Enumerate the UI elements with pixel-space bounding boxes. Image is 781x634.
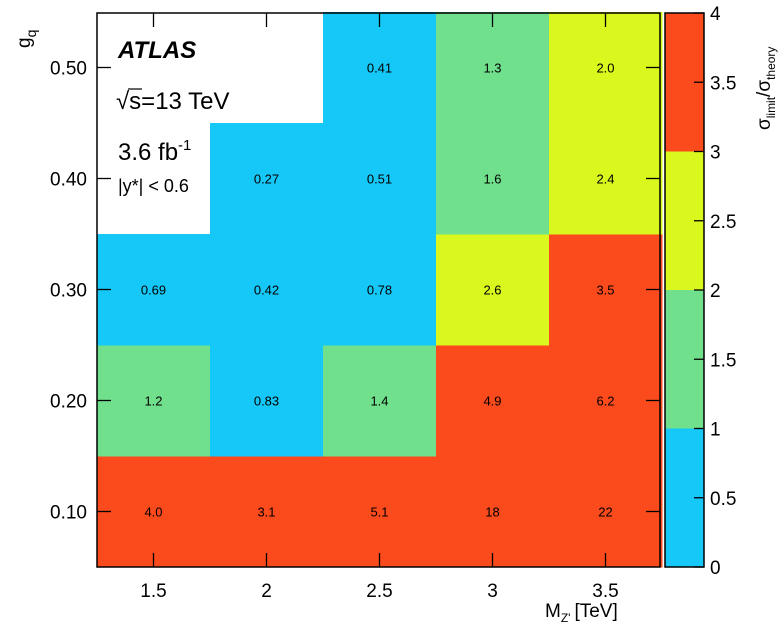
- colorbar-tick-label: 1.5: [710, 350, 736, 371]
- colorbar-tick-label: 4: [710, 4, 721, 25]
- y-tick-label: 0.20: [50, 392, 87, 413]
- heatmap-cell-value: 0.27: [254, 172, 279, 187]
- luminosity-label: 3.6 fb-1: [118, 137, 191, 166]
- heatmap-cell-value: 22: [598, 505, 612, 520]
- heatmap-cell: [436, 345, 550, 457]
- energy-label: √s=13 TeV: [116, 88, 229, 115]
- colorbar-tick-label: 3.5: [710, 73, 736, 94]
- heatmap-cell-labels: 4.0 3.1 5.1 18 22 1.2 0.83 1.4 4.9 6.2 0.69 0.42 0.7…: [141, 61, 615, 520]
- colorbar-tick-label: 0: [710, 558, 721, 579]
- energy-value: s=13 TeV: [129, 88, 229, 115]
- colorbar-tick-label: 1: [710, 420, 721, 441]
- heatmap-cell-value: 1.4: [370, 394, 388, 409]
- heatmap-cell: [97, 345, 211, 457]
- rapidity-cut-label: |y*| < 0.6: [118, 176, 189, 196]
- colorbar-tick-label: 2: [710, 281, 721, 302]
- heatmap-cell-value: 1.2: [144, 394, 162, 409]
- colorbar-tick-label: 3: [710, 143, 721, 164]
- y-axis-label-main: g: [14, 37, 35, 48]
- y-tick-label: 0.50: [50, 59, 87, 80]
- colorbar-tick-label: 2.5: [710, 212, 736, 233]
- heatmap-cell-value: 5.1: [370, 505, 388, 520]
- heatmap-cell-value: 0.51: [367, 172, 392, 187]
- annotation-block: ATLAS √s=13 TeV 3.6 fb-1 |y*| < 0.6: [116, 37, 229, 196]
- x-axis-label-sub: Z': [561, 611, 571, 625]
- heatmap-cell-value: 0.41: [367, 61, 392, 76]
- luminosity-value: 3.6 fb: [118, 139, 178, 166]
- heatmap-cell: [210, 456, 324, 568]
- colorbar-tick-label: 0.5: [710, 489, 736, 510]
- heatmap-cell: [323, 12, 437, 124]
- x-tick-label: 3.5: [592, 581, 618, 602]
- y-axis-label: gq: [14, 30, 39, 48]
- experiment-label: ATLAS: [117, 37, 196, 64]
- y-axis-ticks: 0.10 0.20 0.30 0.40 0.50: [50, 59, 660, 524]
- y-tick-label: 0.40: [50, 170, 87, 191]
- heatmap-cell: [436, 12, 550, 124]
- colorbar-label-sub2: theory: [764, 47, 778, 80]
- colorbar-label-sub1: limit: [764, 96, 778, 118]
- heatmap-cell: [549, 123, 663, 235]
- colorbar-label-main: σ: [754, 118, 775, 130]
- heatmap-cell-value: 3.1: [257, 505, 275, 520]
- heatmap-cell-value: 0.83: [254, 394, 279, 409]
- heatmap-cell: [210, 345, 324, 457]
- x-tick-label: 1.5: [140, 581, 166, 602]
- heatmap-cell: [436, 234, 550, 346]
- heatmap-cell-value: 18: [485, 505, 499, 520]
- heatmap-cell: [210, 234, 324, 346]
- heatmap-cell: [210, 123, 324, 235]
- heatmap-cell-value: 1.6: [483, 172, 501, 187]
- heatmap-cell-value: 2.0: [596, 61, 614, 76]
- heatmap-cell: [549, 345, 663, 457]
- x-axis-label-unit: [TeV]: [574, 601, 617, 622]
- heatmap-cell-value: 6.2: [596, 394, 614, 409]
- y-axis-label-sub: q: [23, 30, 39, 38]
- heatmap-cell: [549, 12, 663, 124]
- x-axis-label-main: M: [545, 601, 561, 622]
- heatmap-cell-value: 1.3: [483, 61, 501, 76]
- heatmap-cell-value: 0.42: [254, 283, 279, 298]
- heatmap-cell: [323, 345, 437, 457]
- x-tick-label: 3: [487, 581, 498, 602]
- luminosity-exponent: -1: [178, 137, 191, 154]
- colorbar-label-sep: /σ: [754, 80, 775, 97]
- y-tick-label: 0.30: [50, 281, 87, 302]
- heatmap-cell: [549, 456, 663, 568]
- heatmap-cell-value: 0.78: [367, 283, 392, 298]
- heatmap-cell-value: 2.6: [483, 283, 501, 298]
- heatmap-cell: [97, 234, 211, 346]
- heatmap-cell: [323, 456, 437, 568]
- heatmap-cell: [436, 456, 550, 568]
- heatmap-cell: [323, 123, 437, 235]
- x-axis-label: MZ' [TeV]: [545, 601, 618, 625]
- heatmap-cell-value: 4.9: [483, 394, 501, 409]
- y-tick-label: 0.10: [50, 503, 87, 524]
- colorbar-ticks: 0 0.5 1 1.5 2 2.5 3 3.5 4: [694, 4, 736, 579]
- x-axis-ticks: 1.5 2 2.5 3 3.5: [140, 13, 619, 602]
- heatmap-cell: [97, 456, 211, 568]
- colorbar-label: σlimit/σtheory: [754, 47, 778, 130]
- heatmap-cell-value: 2.4: [596, 172, 614, 187]
- heatmap-cell-value: 3.5: [596, 283, 614, 298]
- x-tick-label: 2: [261, 581, 272, 602]
- heatmap-cells: [97, 12, 663, 568]
- heatmap-cell: [436, 123, 550, 235]
- heatmap-cell-value: 0.69: [141, 283, 166, 298]
- sqrt-symbol: √: [116, 88, 130, 115]
- heatmap-cell: [549, 234, 663, 346]
- x-tick-label: 2.5: [366, 581, 392, 602]
- heatmap-cell-value: 4.0: [144, 505, 162, 520]
- heatmap-cell: [323, 234, 437, 346]
